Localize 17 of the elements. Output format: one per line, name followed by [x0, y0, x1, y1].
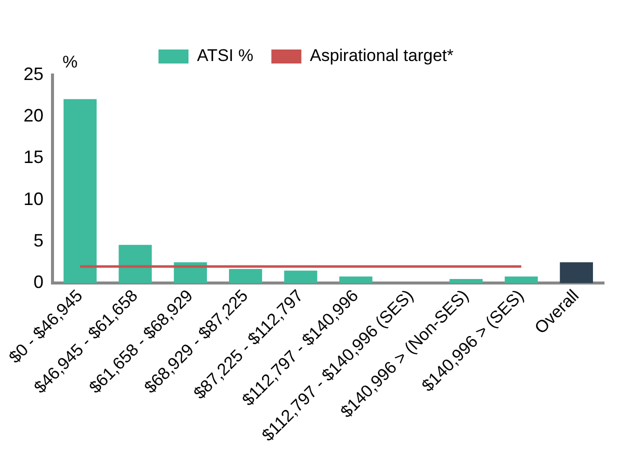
y-axis-title: %	[62, 52, 78, 72]
y-tick-label: 15	[24, 147, 44, 168]
legend-label: ATSI %	[197, 46, 254, 66]
y-tick-label: 5	[34, 230, 44, 250]
legend-label: Aspirational target*	[310, 46, 454, 66]
bar	[284, 270, 318, 284]
bar	[339, 276, 372, 284]
y-tick-label: 0	[34, 272, 44, 292]
bar	[229, 268, 262, 284]
bar	[64, 99, 97, 284]
bar	[560, 262, 593, 284]
y-tick-label: 20	[24, 106, 44, 126]
bar	[504, 276, 538, 284]
y-tick-label: 10	[24, 188, 44, 209]
bar	[118, 244, 152, 284]
y-tick-label: 25	[24, 64, 44, 84]
bar	[450, 278, 483, 284]
